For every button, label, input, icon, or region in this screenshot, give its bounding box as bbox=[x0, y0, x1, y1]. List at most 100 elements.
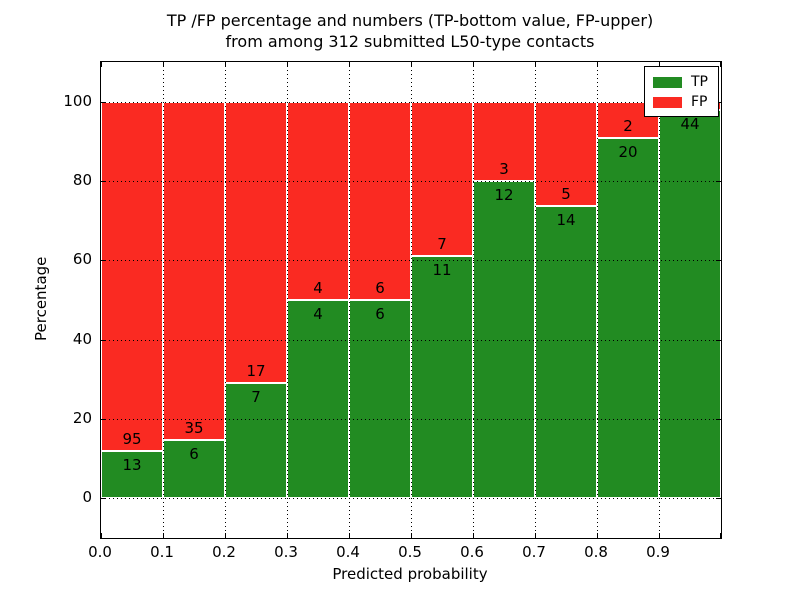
fp-legend-label: FP bbox=[691, 94, 708, 110]
y-tick-label: 40 bbox=[72, 329, 92, 348]
x-tick-mark bbox=[597, 62, 598, 67]
x-tick-mark bbox=[659, 533, 660, 538]
x-tick-label: 0.9 bbox=[646, 543, 670, 561]
x-tick-label: 0.2 bbox=[212, 543, 236, 561]
x-tick-mark bbox=[287, 533, 288, 538]
bar-fp-segment bbox=[163, 101, 225, 441]
y-tick-mark bbox=[716, 419, 721, 420]
legend-entry-fp: FP bbox=[653, 92, 708, 112]
bar-tp-count-label: 20 bbox=[618, 142, 638, 161]
x-tick-label: 0.8 bbox=[584, 543, 608, 561]
bar-fp-segment bbox=[411, 101, 473, 256]
x-tick-mark bbox=[101, 62, 102, 67]
chart-title: TP /FP percentage and numbers (TP-bottom… bbox=[100, 10, 720, 52]
x-axis-label: Predicted probability bbox=[332, 565, 488, 583]
bar-tp-segment bbox=[411, 255, 473, 499]
y-tick-label: 100 bbox=[63, 91, 92, 110]
bar-fp-count-label: 17 bbox=[246, 361, 266, 380]
x-tick-mark bbox=[411, 62, 412, 67]
v-gridline bbox=[163, 62, 164, 538]
y-tick-mark bbox=[716, 181, 721, 182]
x-tick-mark bbox=[101, 533, 102, 538]
bar-tp-count-label: 12 bbox=[494, 186, 514, 204]
y-tick-mark bbox=[716, 339, 721, 341]
bar-fp-count-label: 95 bbox=[122, 429, 142, 448]
y-tick-mark bbox=[101, 181, 106, 182]
v-gridline bbox=[411, 62, 412, 538]
bar-tp-segment bbox=[349, 300, 411, 499]
bar-fp-segment bbox=[101, 101, 163, 451]
bar-fp-count-label: 35 bbox=[184, 419, 204, 438]
bar-tp-count-label: 7 bbox=[251, 387, 261, 406]
x-tick-label: 0.5 bbox=[398, 543, 422, 561]
tp-legend-label: TP bbox=[691, 74, 708, 90]
y-tick-label: 0 bbox=[82, 488, 92, 507]
x-tick-label: 0.3 bbox=[274, 543, 298, 561]
x-tick-mark bbox=[225, 533, 226, 538]
bar-fp-count-label: 2 bbox=[623, 116, 633, 135]
bar-tp-segment bbox=[597, 137, 659, 499]
y-tick-label: 20 bbox=[72, 409, 92, 427]
v-gridline bbox=[659, 62, 660, 538]
tp-legend-swatch bbox=[653, 76, 682, 88]
x-tick-mark bbox=[163, 62, 164, 67]
v-gridline bbox=[597, 62, 598, 538]
x-tick-mark bbox=[287, 62, 288, 67]
bar-tp-segment bbox=[225, 382, 287, 499]
x-tick-mark bbox=[597, 533, 598, 538]
v-gridline bbox=[225, 62, 226, 538]
bar-fp-count-label: 5 bbox=[561, 185, 571, 204]
x-tick-label: 0.7 bbox=[522, 543, 546, 561]
x-tick-label: 0.0 bbox=[88, 543, 112, 561]
bar-fp-count-label: 3 bbox=[499, 160, 509, 178]
x-tick-mark bbox=[225, 62, 226, 67]
y-tick-mark bbox=[716, 498, 721, 500]
bar-tp-count-label: 13 bbox=[122, 455, 142, 474]
x-tick-mark bbox=[535, 533, 536, 538]
bar-tp-segment bbox=[163, 440, 225, 499]
legend-entry-tp: TP bbox=[653, 72, 708, 92]
v-gridline bbox=[349, 62, 350, 538]
x-tick-mark bbox=[473, 62, 474, 67]
v-gridline bbox=[535, 62, 536, 538]
x-tick-mark bbox=[473, 533, 474, 538]
y-tick-label: 60 bbox=[72, 250, 92, 269]
v-gridline bbox=[473, 62, 474, 538]
x-tick-mark bbox=[720, 533, 721, 538]
x-tick-label: 0.4 bbox=[336, 543, 360, 561]
x-tick-mark bbox=[659, 62, 660, 67]
x-tick-label: 0.1 bbox=[150, 543, 174, 561]
bar-tp-count-label: 4 bbox=[313, 305, 323, 323]
bar-fp-segment bbox=[349, 101, 411, 300]
bar-tp-count-label: 11 bbox=[432, 260, 452, 279]
bar-tp-segment bbox=[659, 110, 721, 499]
bar-tp-count-label: 14 bbox=[556, 211, 576, 230]
y-tick-mark bbox=[101, 260, 106, 262]
y-tick-mark bbox=[101, 101, 106, 103]
bar-fp-count-label: 4 bbox=[313, 279, 323, 297]
y-tick-mark bbox=[101, 498, 106, 500]
fp-legend-swatch bbox=[653, 96, 682, 108]
y-tick-label: 80 bbox=[72, 171, 92, 189]
bar-tp-segment bbox=[287, 300, 349, 499]
y-tick-mark bbox=[716, 260, 721, 262]
bar-tp-count-label: 44 bbox=[680, 115, 700, 134]
x-tick-mark bbox=[535, 62, 536, 67]
legend: TP FP bbox=[644, 66, 719, 117]
chart-title-line2: from among 312 submitted L50-type contac… bbox=[225, 32, 595, 51]
y-axis-label: Percentage bbox=[32, 256, 50, 342]
chart-title-line1: TP /FP percentage and numbers (TP-bottom… bbox=[166, 11, 654, 30]
x-tick-label: 0.6 bbox=[460, 543, 484, 561]
v-gridline bbox=[287, 62, 288, 538]
x-tick-mark bbox=[349, 533, 350, 538]
x-tick-mark bbox=[411, 533, 412, 538]
x-tick-mark bbox=[720, 62, 721, 67]
bar-tp-segment bbox=[535, 206, 597, 499]
x-tick-mark bbox=[163, 533, 164, 538]
bar-fp-count-label: 6 bbox=[375, 279, 385, 297]
bar-fp-segment bbox=[287, 101, 349, 300]
y-tick-mark bbox=[101, 419, 106, 420]
x-tick-mark bbox=[349, 62, 350, 67]
plot-area: TP FP 95 13 35 6 17 7 4 4 6 6 7 11 3 12 5 14 2 20 44 bbox=[100, 61, 722, 539]
